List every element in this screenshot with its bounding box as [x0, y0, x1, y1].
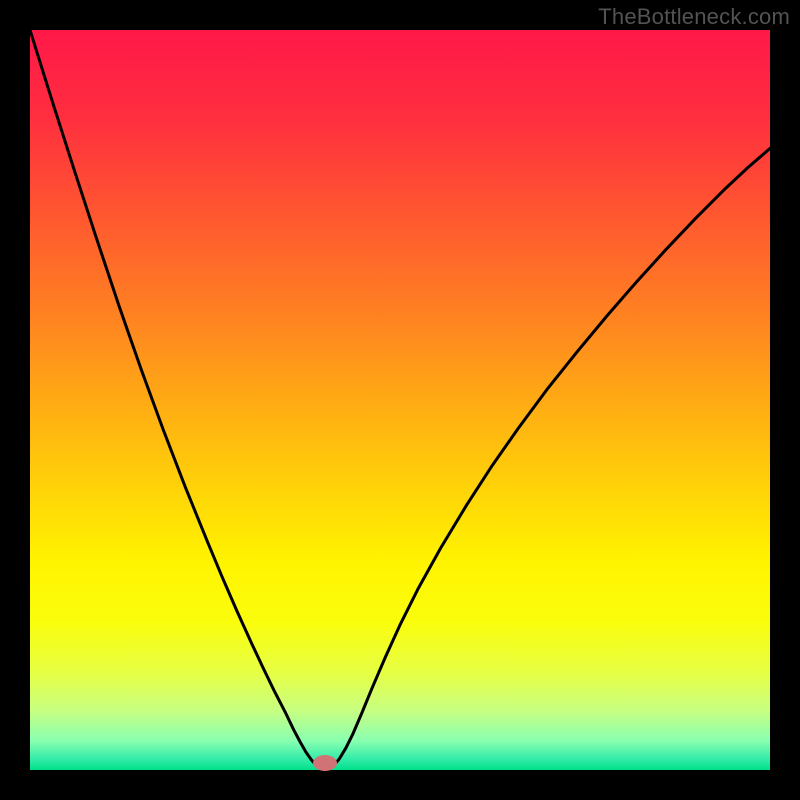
chart-frame: TheBottleneck.com: [0, 0, 800, 800]
watermark-text: TheBottleneck.com: [598, 4, 790, 30]
plot-svg: [30, 30, 770, 770]
minimum-marker: [313, 755, 337, 771]
plot-area: [30, 30, 770, 770]
gradient-background: [30, 30, 770, 770]
